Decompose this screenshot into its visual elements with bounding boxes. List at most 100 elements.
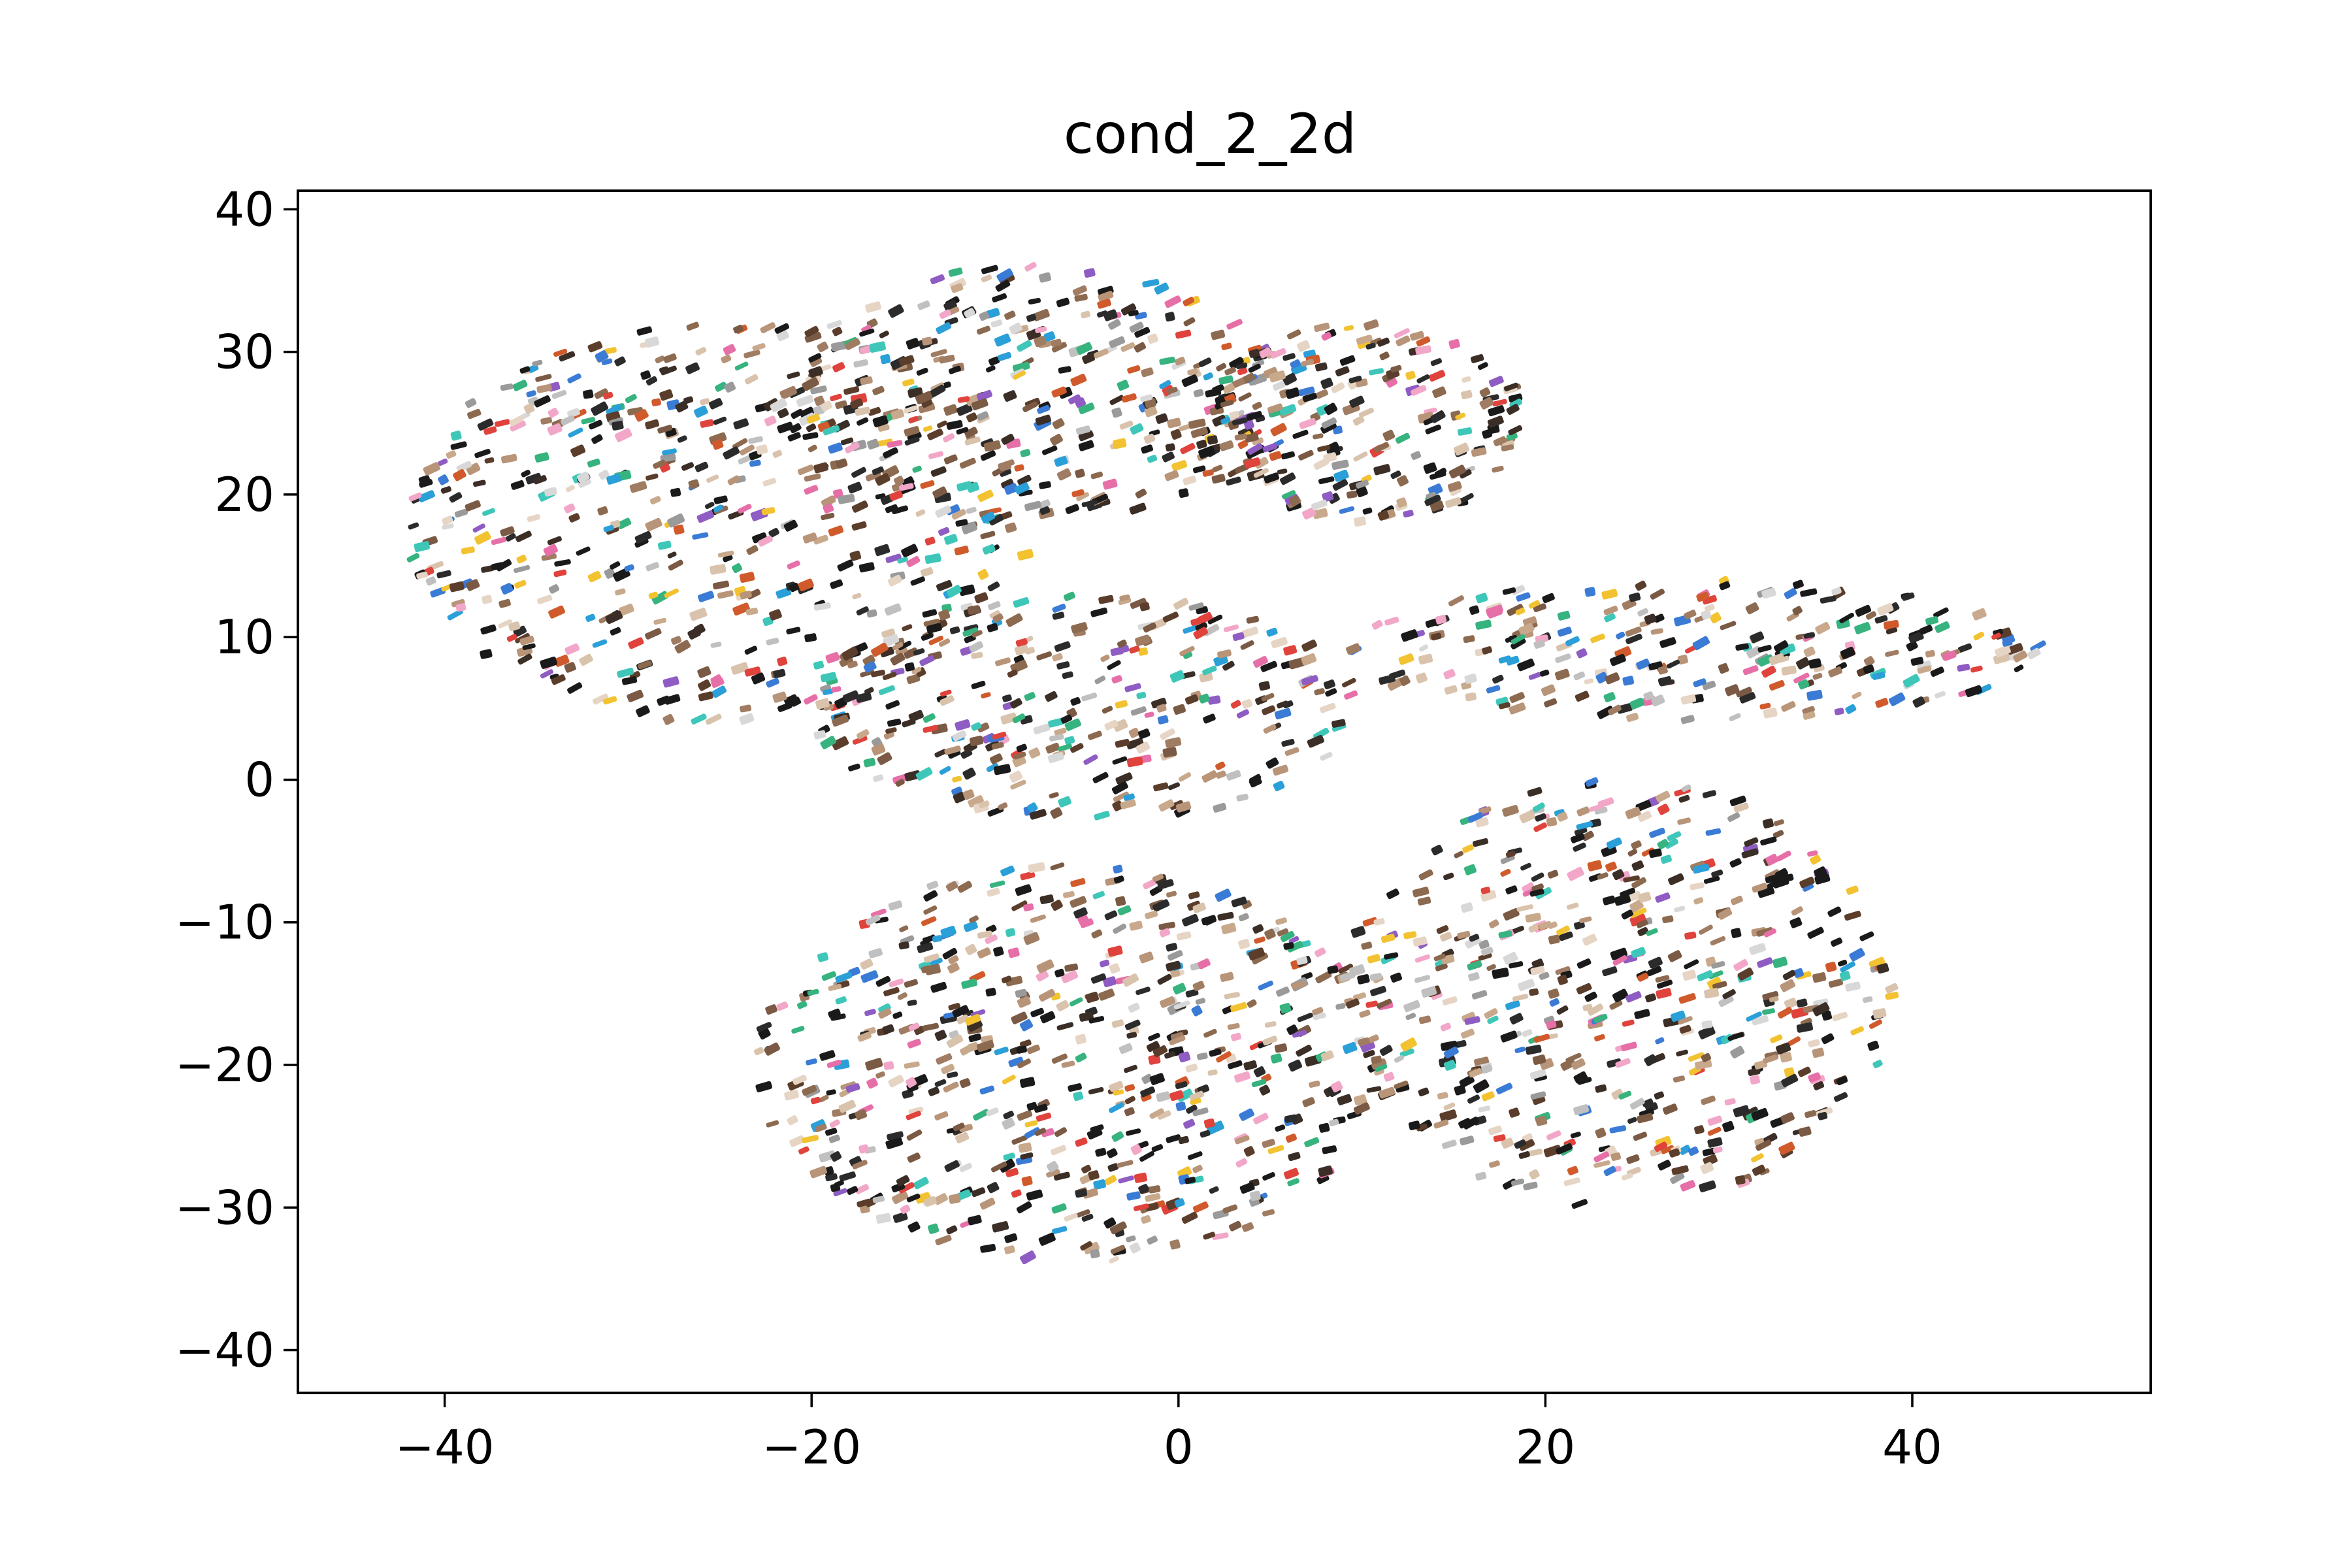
scatter-point xyxy=(1705,828,1722,836)
scatter-point xyxy=(740,590,752,600)
scatter-point xyxy=(1178,772,1192,782)
scatter-point xyxy=(1719,581,1731,591)
scatter-point xyxy=(1587,1004,1604,1016)
scatter-point xyxy=(1804,1110,1817,1119)
scatter-point xyxy=(1854,621,1871,634)
scatter-point xyxy=(1301,653,1317,666)
scatter-point xyxy=(1761,587,1776,599)
scatter-point xyxy=(1677,654,1688,665)
scatter-point xyxy=(1556,925,1570,936)
scatter-point xyxy=(927,1223,939,1234)
scatter-point xyxy=(1751,1107,1769,1121)
scatter-point xyxy=(1469,934,1480,942)
scatter-point xyxy=(1503,382,1519,392)
scatter-point xyxy=(825,1173,838,1182)
scatter-point xyxy=(1321,332,1332,341)
scatter-point xyxy=(806,423,817,433)
scatter-point xyxy=(1470,354,1484,363)
scatter-point xyxy=(1503,907,1520,921)
scatter-point xyxy=(1216,363,1227,372)
scatter-point xyxy=(813,730,826,740)
scatter-point xyxy=(808,444,817,453)
scatter-point xyxy=(645,336,660,348)
scatter-point xyxy=(932,935,942,943)
scatter-point xyxy=(790,696,802,707)
scatter-point xyxy=(1312,1007,1324,1015)
scatter-point xyxy=(1573,1104,1590,1115)
scatter-point xyxy=(1226,319,1243,330)
scatter-point xyxy=(806,414,821,424)
scatter-point xyxy=(938,527,950,536)
scatter-point xyxy=(868,406,881,416)
scatter-point xyxy=(1288,1152,1301,1162)
scatter-point xyxy=(554,559,571,567)
scatter-point xyxy=(1528,600,1541,609)
scatter-point xyxy=(1433,953,1446,962)
scatter-point xyxy=(1796,657,1810,670)
scatter-point xyxy=(1845,704,1857,714)
scatter-point xyxy=(1448,595,1464,607)
scatter-point xyxy=(698,591,715,602)
scatter-point xyxy=(985,987,996,997)
scatter-point xyxy=(1211,329,1226,340)
scatter-point xyxy=(1014,644,1029,655)
scatter-point xyxy=(1808,658,1822,669)
scatter-point xyxy=(1356,486,1368,498)
scatter-point xyxy=(1810,855,1821,865)
scatter-point xyxy=(1339,355,1356,366)
scatter-point xyxy=(826,1059,841,1068)
scatter-point xyxy=(1799,876,1815,889)
scatter-point xyxy=(1775,1042,1791,1055)
scatter-point xyxy=(860,669,875,678)
scatter-point xyxy=(1505,885,1518,894)
scatter-point xyxy=(1571,1058,1586,1070)
scatter-point xyxy=(1571,1199,1588,1209)
scatter-point xyxy=(1486,604,1504,617)
scatter-point xyxy=(987,600,1001,611)
scatter-point xyxy=(1433,1119,1449,1129)
scatter-point xyxy=(1869,1019,1882,1029)
scatter-point xyxy=(986,762,999,772)
scatter-point xyxy=(887,574,902,587)
scatter-point xyxy=(1058,796,1072,808)
scatter-point xyxy=(1034,336,1047,348)
scatter-point xyxy=(918,960,931,970)
scatter-point xyxy=(1930,666,1944,678)
scatter-point xyxy=(548,584,560,594)
scatter-point xyxy=(1746,1011,1762,1022)
scatter-point xyxy=(1321,417,1337,429)
scatter-point xyxy=(1846,885,1859,895)
scatter-point xyxy=(645,419,660,430)
scatter-point xyxy=(1623,875,1640,883)
scatter-point xyxy=(1346,643,1361,655)
scatter-point xyxy=(1274,1043,1288,1053)
scatter-point xyxy=(1348,964,1365,977)
scatter-point xyxy=(821,971,837,981)
scatter-point xyxy=(777,421,794,434)
scatter-point xyxy=(1320,751,1333,761)
scatter-point xyxy=(1610,1152,1621,1161)
scatter-point xyxy=(979,1198,996,1210)
scatter-point xyxy=(1139,602,1150,612)
scatter-point xyxy=(1309,1080,1320,1088)
scatter-point xyxy=(1181,913,1199,927)
scatter-point xyxy=(1166,960,1181,972)
scatter-point xyxy=(1350,926,1366,938)
scatter-point xyxy=(544,487,557,497)
scatter-point xyxy=(670,636,682,645)
scatter-point xyxy=(1304,1137,1320,1148)
scatter-point xyxy=(979,1085,995,1095)
scatter-point xyxy=(1165,443,1175,452)
scatter-point xyxy=(955,719,971,731)
scatter-point xyxy=(1802,883,1814,892)
scatter-point xyxy=(1286,1024,1298,1036)
scatter-point xyxy=(1269,370,1286,383)
scatter-point xyxy=(1228,1220,1242,1232)
scatter-point xyxy=(1169,1090,1184,1102)
scatter-point xyxy=(1384,952,1399,960)
scatter-point xyxy=(927,428,943,440)
scatter-point xyxy=(662,448,677,455)
scatter-point xyxy=(960,1045,972,1056)
scatter-point xyxy=(1883,619,1899,630)
scatter-point xyxy=(1019,1019,1034,1032)
